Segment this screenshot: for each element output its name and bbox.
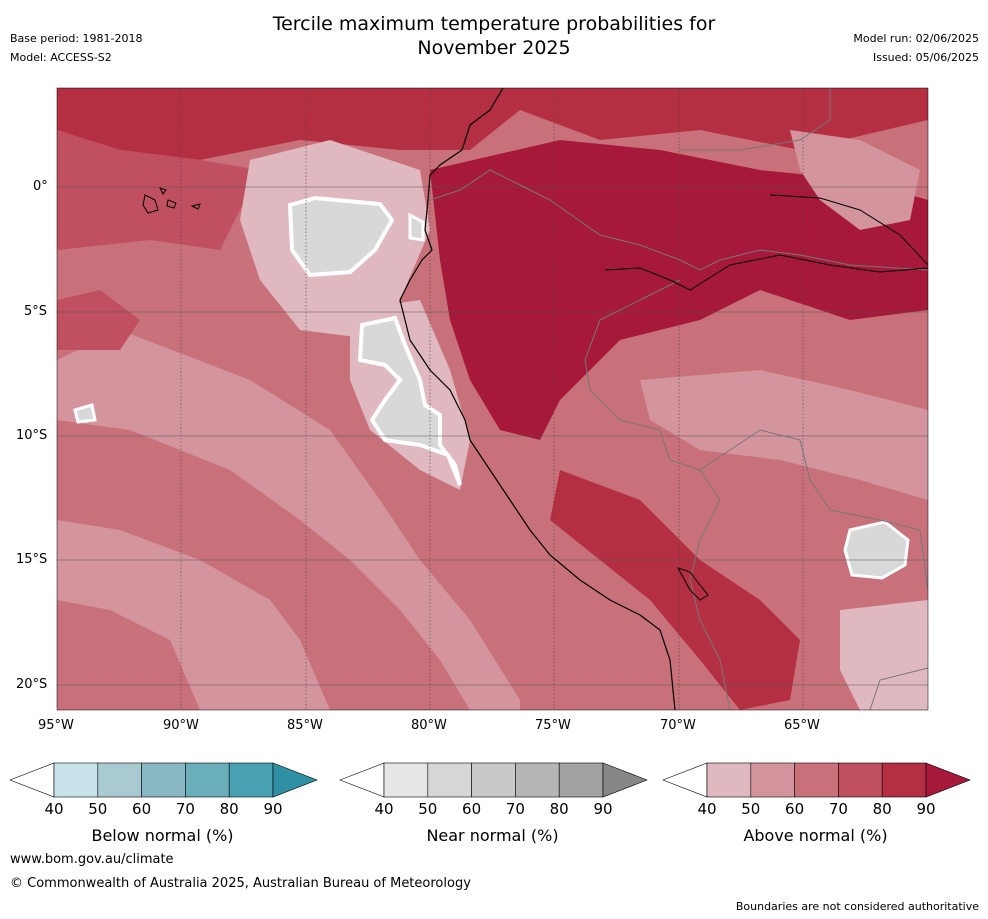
colorbar-below-segment xyxy=(53,762,99,798)
coastline xyxy=(399,88,676,710)
colorbar-near-tick-label: 40 xyxy=(374,800,394,818)
border-north xyxy=(429,169,928,271)
negro-river xyxy=(769,194,928,266)
colorbar-above-min-triangle xyxy=(662,762,708,798)
colorbar-above-segment xyxy=(706,762,752,798)
colorbar-near-label: Near normal (%) xyxy=(426,826,559,845)
title-line-1: Tercile maximum temperature probabilitie… xyxy=(272,13,716,35)
field-90-andes xyxy=(550,470,800,710)
issued-text: Issued: 05/06/2025 xyxy=(872,51,979,64)
border-colombia-venezuela xyxy=(680,88,831,151)
colorbar-above-tick-label: 40 xyxy=(697,800,717,818)
colorbar-below-segment xyxy=(228,762,274,798)
galapagos-islands xyxy=(142,187,201,214)
colorbar-near-tick-label: 60 xyxy=(462,800,482,818)
colorbar-below-tick-label: 70 xyxy=(175,800,195,818)
colorbar-below-tick-label: 80 xyxy=(219,800,239,818)
colorbar-above-label: Above normal (%) xyxy=(743,826,888,845)
map-frame xyxy=(56,87,929,711)
map-field xyxy=(57,88,928,710)
colorbar-below-max-triangle xyxy=(272,762,318,798)
colorbar-above-tick-label: 70 xyxy=(828,800,848,818)
field-60-northeast xyxy=(790,130,920,230)
website-link[interactable]: www.bom.gov.au/climate xyxy=(10,852,174,867)
base-period-text: Base period: 1981-2018 xyxy=(10,32,143,45)
lat-label-20s: 20°S xyxy=(16,677,48,692)
colorbar-near-tick-label: 80 xyxy=(549,800,569,818)
field-70-southwest xyxy=(57,600,200,710)
near-normal-area-6 xyxy=(843,520,910,580)
field-50-southeast xyxy=(840,600,928,710)
colorbar-near-tick-label: 90 xyxy=(593,800,613,818)
colorbar-above-tick-label: 50 xyxy=(741,800,761,818)
lat-label-5s: 5°S xyxy=(24,304,48,319)
field-90-north xyxy=(57,88,928,160)
disclaimer-text: Boundaries are not considered authoritat… xyxy=(735,900,979,913)
lon-label-85w: 85°W xyxy=(287,718,323,733)
colorbar-above-segment xyxy=(838,762,883,798)
colorbar-above-tick-label: 80 xyxy=(872,800,892,818)
colorbar-near-tick-label: 50 xyxy=(418,800,438,818)
field-80-west-patch xyxy=(57,290,140,350)
lat-label-10s: 10°S xyxy=(16,428,48,443)
border-paraguay xyxy=(869,667,928,710)
near-normal-area-1 xyxy=(287,195,395,278)
title-line-2: November 2025 xyxy=(417,37,571,59)
colorbar-below-tick-label: 50 xyxy=(88,800,108,818)
near-normal-area-3 xyxy=(408,212,425,242)
lat-label-15s: 15°S xyxy=(16,552,48,567)
colorbar-near-segment xyxy=(558,762,604,798)
colorbar-near-normal xyxy=(339,762,648,798)
near-normal-area-2 xyxy=(357,315,462,486)
colorbar-above-max-triangle xyxy=(925,762,971,798)
amazon-river xyxy=(604,254,928,291)
lake-titicaca xyxy=(676,567,709,601)
graticule xyxy=(180,88,804,710)
field-90-amazon xyxy=(430,140,928,440)
colorbar-near-min-triangle xyxy=(339,762,385,798)
near-normal-area-4 xyxy=(73,403,97,424)
copyright-text: © Commonwealth of Australia 2025, Austra… xyxy=(10,876,471,891)
lon-label-75w: 75°W xyxy=(535,718,571,733)
model-text: Model: ACCESS-S2 xyxy=(10,51,112,64)
colorbar-below-segment xyxy=(141,762,186,798)
colorbar-below-label: Below normal (%) xyxy=(91,826,234,845)
lon-label-90w: 90°W xyxy=(163,718,199,733)
colorbars xyxy=(9,762,971,798)
map-title: Tercile maximum temperature probabilitie… xyxy=(0,12,988,60)
colorbar-above-segment xyxy=(794,762,839,798)
colorbar-above-segment xyxy=(881,762,927,798)
lon-label-65w: 65°W xyxy=(784,718,820,733)
colorbar-below-min-triangle xyxy=(9,762,55,798)
colorbar-below-normal xyxy=(9,762,318,798)
colorbar-near-segment xyxy=(427,762,472,798)
colorbar-above-tick-label: 60 xyxy=(785,800,805,818)
colorbar-below-segment xyxy=(97,762,142,798)
colorbar-below-segment xyxy=(185,762,230,798)
lat-label-0: 0° xyxy=(33,179,48,194)
colorbar-near-tick-label: 70 xyxy=(505,800,525,818)
lon-label-80w: 80°W xyxy=(411,718,447,733)
colorbar-near-max-triangle xyxy=(602,762,648,798)
colorbar-above-normal xyxy=(662,762,971,798)
colorbar-below-tick-label: 90 xyxy=(263,800,283,818)
border-peru-brazil-bolivia xyxy=(584,279,731,710)
lon-label-70w: 70°W xyxy=(660,718,696,733)
colorbar-near-segment xyxy=(471,762,516,798)
colorbar-below-tick-label: 40 xyxy=(44,800,64,818)
colorbar-near-segment xyxy=(515,762,560,798)
field-80-northwest xyxy=(57,130,260,250)
field-60-bolivia xyxy=(640,370,928,500)
model-run-text: Model run: 02/06/2025 xyxy=(853,32,979,45)
colorbar-above-tick-label: 90 xyxy=(916,800,936,818)
colorbar-below-tick-label: 60 xyxy=(132,800,152,818)
colorbar-above-segment xyxy=(750,762,795,798)
colorbar-near-segment xyxy=(383,762,429,798)
border-bolivia-brazil xyxy=(699,429,928,591)
lon-label-95w: 95°W xyxy=(38,718,74,733)
